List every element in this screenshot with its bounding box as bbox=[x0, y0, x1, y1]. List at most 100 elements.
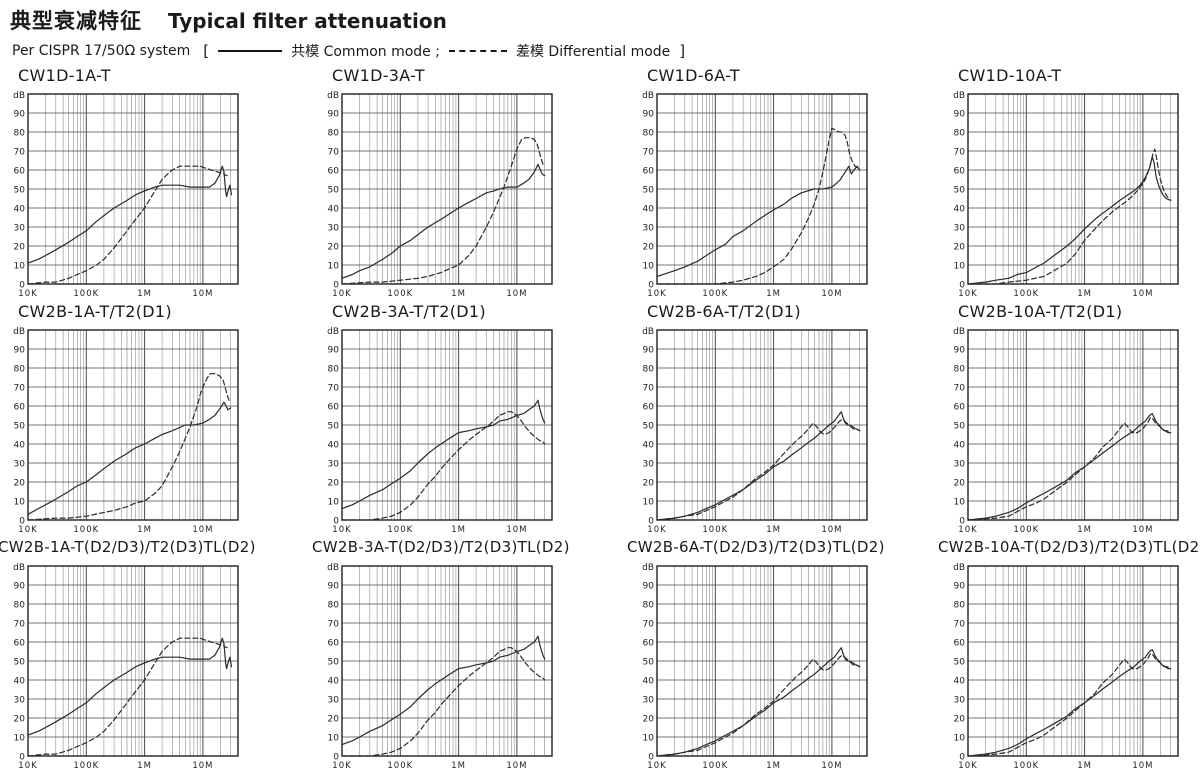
svg-text:40: 40 bbox=[14, 677, 26, 687]
y-axis-labels: dB 90 80 70 60 50 40 30 20 10 0 bbox=[13, 327, 25, 527]
svg-text:20: 20 bbox=[328, 479, 340, 489]
y-axis-unit: dB bbox=[327, 91, 339, 101]
svg-text:100K: 100K bbox=[1013, 289, 1039, 299]
svg-text:30: 30 bbox=[643, 696, 655, 706]
svg-text:60: 60 bbox=[14, 639, 26, 649]
svg-text:60: 60 bbox=[328, 167, 340, 177]
differential-mode-curve bbox=[27, 165, 228, 285]
chart-title: CW1D-3A-T bbox=[332, 66, 425, 85]
svg-text:60: 60 bbox=[954, 167, 966, 177]
svg-text:10: 10 bbox=[954, 262, 966, 272]
svg-text:0: 0 bbox=[19, 753, 25, 763]
y-axis-labels: dB 90 80 70 60 50 40 30 20 10 0 bbox=[13, 563, 25, 763]
grid-lines bbox=[28, 566, 238, 756]
plot-border bbox=[967, 93, 1179, 285]
svg-text:10K: 10K bbox=[647, 289, 666, 299]
grid-lines bbox=[657, 94, 867, 284]
svg-text:90: 90 bbox=[643, 110, 655, 120]
common-mode-curve bbox=[967, 648, 1172, 757]
svg-text:10: 10 bbox=[643, 498, 655, 508]
x-axis-labels: 10K 100K 1M 10M bbox=[958, 289, 1153, 299]
svg-text:50: 50 bbox=[328, 422, 340, 432]
svg-text:10M: 10M bbox=[821, 761, 842, 771]
svg-text:10K: 10K bbox=[647, 525, 666, 535]
svg-text:30: 30 bbox=[14, 460, 26, 470]
svg-text:80: 80 bbox=[14, 129, 26, 139]
y-axis-unit: dB bbox=[13, 91, 25, 101]
svg-text:1M: 1M bbox=[1077, 525, 1092, 535]
svg-text:1M: 1M bbox=[137, 289, 152, 299]
x-axis-labels: 10K 100K 1M 10M bbox=[958, 525, 1152, 535]
svg-text:70: 70 bbox=[643, 384, 655, 394]
svg-text:10: 10 bbox=[328, 498, 340, 508]
svg-text:90: 90 bbox=[14, 346, 26, 356]
svg-text:80: 80 bbox=[643, 601, 655, 611]
svg-text:100K: 100K bbox=[387, 525, 413, 535]
chart-title: CW2B-10A-T/T2(D1) bbox=[958, 302, 1123, 321]
page-header: 典型衰减特征 Typical filter attenuation Per CI… bbox=[0, 0, 1200, 61]
y-axis-unit: dB bbox=[327, 327, 339, 337]
svg-text:0: 0 bbox=[959, 517, 965, 527]
legend-system-label: Per CISPR 17/50Ω system bbox=[12, 43, 191, 59]
x-axis-labels: 10K 100K 1M 10M bbox=[647, 289, 842, 299]
svg-text:10M: 10M bbox=[1132, 289, 1153, 299]
differential-mode-curve bbox=[341, 411, 546, 521]
svg-text:10M: 10M bbox=[821, 289, 842, 299]
y-axis-labels: dB 90 80 70 60 50 40 30 20 10 0 bbox=[642, 91, 654, 291]
svg-text:70: 70 bbox=[14, 384, 26, 394]
y-axis-unit: dB bbox=[953, 327, 965, 337]
y-axis-unit: dB bbox=[13, 563, 25, 573]
svg-text:90: 90 bbox=[328, 110, 340, 120]
svg-text:70: 70 bbox=[954, 620, 966, 630]
attenuation-chart: CW2B-6A-T/T2(D1) dB 90 80 70 60 50 40 30 20 10 0 10… bbox=[631, 301, 942, 537]
svg-text:10K: 10K bbox=[958, 525, 977, 535]
charts-grid: CW1D-1A-T dB 90 80 70 60 50 40 30 20 10 0 10K 100K 1M… bbox=[0, 65, 1200, 773]
svg-text:10K: 10K bbox=[18, 761, 37, 771]
y-axis-labels: dB 90 80 70 60 50 40 30 20 10 0 bbox=[327, 327, 339, 527]
svg-text:100K: 100K bbox=[73, 761, 99, 771]
svg-text:10M: 10M bbox=[506, 761, 527, 771]
grid-lines bbox=[28, 330, 238, 520]
svg-text:40: 40 bbox=[14, 205, 26, 215]
svg-text:0: 0 bbox=[19, 281, 25, 291]
svg-text:40: 40 bbox=[954, 677, 966, 687]
svg-text:20: 20 bbox=[14, 479, 26, 489]
svg-text:80: 80 bbox=[643, 365, 655, 375]
svg-text:50: 50 bbox=[328, 658, 340, 668]
svg-text:10K: 10K bbox=[18, 289, 37, 299]
plot-border bbox=[656, 329, 868, 521]
svg-text:30: 30 bbox=[643, 224, 655, 234]
plot-border bbox=[341, 565, 553, 757]
svg-text:100K: 100K bbox=[1013, 525, 1039, 535]
differential-mode-curve bbox=[27, 373, 232, 521]
svg-text:60: 60 bbox=[328, 403, 340, 413]
svg-text:10M: 10M bbox=[192, 525, 213, 535]
svg-text:70: 70 bbox=[954, 148, 966, 158]
svg-text:100K: 100K bbox=[387, 761, 413, 771]
common-mode-curve bbox=[27, 165, 233, 264]
svg-text:30: 30 bbox=[328, 224, 340, 234]
svg-text:10: 10 bbox=[14, 498, 26, 508]
attenuation-chart: CW2B-10A-T(D2/D3)/T2(D3)TL(D2) dB 90 80 70 6… bbox=[938, 537, 1200, 773]
svg-text:20: 20 bbox=[14, 243, 26, 253]
svg-text:80: 80 bbox=[328, 129, 340, 139]
svg-text:0: 0 bbox=[648, 753, 654, 763]
svg-text:1M: 1M bbox=[1077, 761, 1092, 771]
svg-text:60: 60 bbox=[14, 167, 26, 177]
svg-text:100K: 100K bbox=[73, 525, 99, 535]
y-axis-labels: dB 90 80 70 60 50 40 30 20 10 0 bbox=[327, 91, 339, 291]
svg-text:50: 50 bbox=[643, 186, 655, 196]
chart-title: CW1D-10A-T bbox=[958, 66, 1062, 85]
attenuation-chart: CW2B-3A-T/T2(D1) dB 90 80 70 60 50 40 30 20 10 0 10… bbox=[316, 301, 631, 537]
svg-text:80: 80 bbox=[954, 129, 966, 139]
x-axis-labels: 10K 100K 1M 10M bbox=[18, 289, 213, 299]
svg-text:10M: 10M bbox=[192, 289, 213, 299]
svg-text:60: 60 bbox=[954, 639, 966, 649]
svg-text:60: 60 bbox=[643, 403, 655, 413]
